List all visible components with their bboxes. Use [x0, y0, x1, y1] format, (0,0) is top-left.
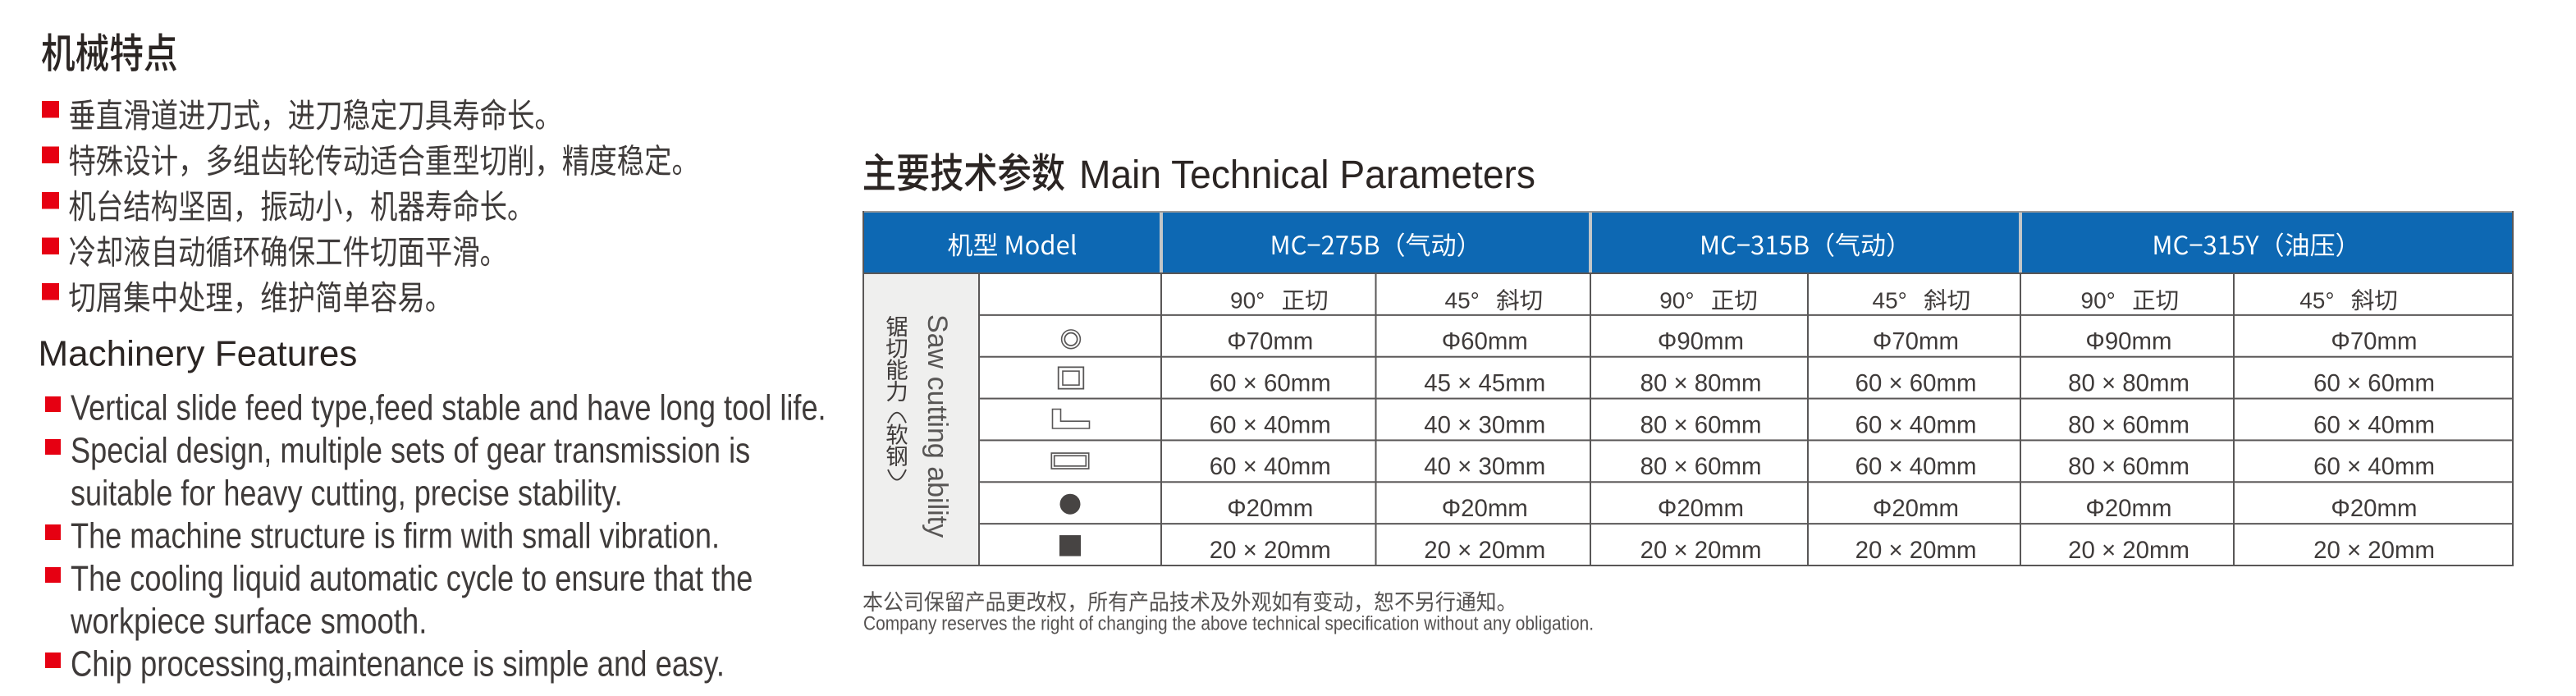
svg-text:45°: 45° — [2299, 288, 2334, 314]
svg-text:45°: 45° — [1873, 288, 1907, 314]
svg-text:Company reserves the right of: Company reserves the right of changing t… — [863, 613, 1594, 635]
svg-text:45°: 45° — [1445, 288, 1480, 314]
svg-text:60 × 40mm: 60 × 40mm — [1210, 453, 1331, 480]
svg-text:60 × 60mm: 60 × 60mm — [1210, 369, 1331, 396]
svg-text:20 × 20mm: 20 × 20mm — [2068, 537, 2189, 564]
svg-text:Φ70mm: Φ70mm — [1227, 328, 1313, 355]
svg-text:The cooling liquid automatic c: The cooling liquid automatic cycle to en… — [71, 558, 753, 598]
svg-text:The machine structure is firm: The machine structure is firm with small… — [71, 515, 720, 556]
svg-text:80 × 60mm: 80 × 60mm — [2068, 411, 2189, 438]
svg-text:80 × 80mm: 80 × 80mm — [1640, 369, 1762, 396]
svg-text:20 × 20mm: 20 × 20mm — [2313, 537, 2435, 564]
svg-text:Saw cutting ability: Saw cutting ability — [922, 314, 953, 538]
svg-text:60 × 60mm: 60 × 60mm — [2313, 369, 2435, 396]
svg-text:60 × 40mm: 60 × 40mm — [2313, 411, 2435, 438]
svg-text:Main Technical Parameters: Main Technical Parameters — [1079, 153, 1535, 197]
svg-text:60 × 40mm: 60 × 40mm — [1855, 453, 1977, 480]
svg-text:90°: 90° — [1230, 288, 1265, 314]
svg-text:20 × 20mm: 20 × 20mm — [1424, 537, 1545, 564]
svg-text:80 × 80mm: 80 × 80mm — [2068, 369, 2189, 396]
svg-text:80 × 60mm: 80 × 60mm — [1640, 411, 1762, 438]
svg-text:Φ60mm: Φ60mm — [1442, 328, 1528, 355]
svg-text:20 × 20mm: 20 × 20mm — [1640, 537, 1762, 564]
svg-text:Φ20mm: Φ20mm — [1227, 495, 1313, 522]
svg-text:Chip processing,maintenance is: Chip processing,maintenance is simple an… — [71, 643, 725, 684]
svg-text:40 × 30mm: 40 × 30mm — [1424, 411, 1545, 438]
svg-text:90°: 90° — [1659, 288, 1694, 314]
svg-text:Φ90mm: Φ90mm — [1658, 328, 1744, 355]
svg-text:Φ20mm: Φ20mm — [1658, 495, 1744, 522]
svg-text:60 × 40mm: 60 × 40mm — [1210, 411, 1331, 438]
svg-text:90°: 90° — [2081, 288, 2116, 314]
svg-text:Φ20mm: Φ20mm — [2331, 495, 2417, 522]
svg-text:45 × 45mm: 45 × 45mm — [1424, 369, 1545, 396]
svg-text:Φ90mm: Φ90mm — [2085, 328, 2171, 355]
svg-text:Φ70mm: Φ70mm — [2331, 328, 2417, 355]
svg-text:Φ20mm: Φ20mm — [1442, 495, 1528, 522]
svg-text:workpiece surface smooth.: workpiece surface smooth. — [70, 601, 427, 641]
svg-text:80 × 60mm: 80 × 60mm — [1640, 453, 1762, 480]
svg-text:Φ70mm: Φ70mm — [1873, 328, 1959, 355]
svg-text:60 × 40mm: 60 × 40mm — [2313, 453, 2435, 480]
svg-text:20 × 20mm: 20 × 20mm — [1855, 537, 1977, 564]
svg-text:80 × 60mm: 80 × 60mm — [2068, 453, 2189, 480]
svg-text:60 × 60mm: 60 × 60mm — [1855, 369, 1977, 396]
svg-text:Machinery Features: Machinery Features — [39, 334, 358, 374]
svg-text:Vertical slide feed type,feed: Vertical slide feed type,feed stable and… — [71, 387, 826, 428]
svg-text:suitable for heavy cutting, pr: suitable for heavy cutting, precise stab… — [71, 473, 623, 513]
svg-text:60 × 40mm: 60 × 40mm — [1855, 411, 1977, 438]
svg-text:Φ20mm: Φ20mm — [2085, 495, 2171, 522]
svg-text:40 × 30mm: 40 × 30mm — [1424, 453, 1545, 480]
svg-text:20 × 20mm: 20 × 20mm — [1210, 537, 1331, 564]
svg-text:Φ20mm: Φ20mm — [1873, 495, 1959, 522]
svg-text:Special design, multiple sets: Special design, multiple sets of gear tr… — [71, 430, 750, 470]
